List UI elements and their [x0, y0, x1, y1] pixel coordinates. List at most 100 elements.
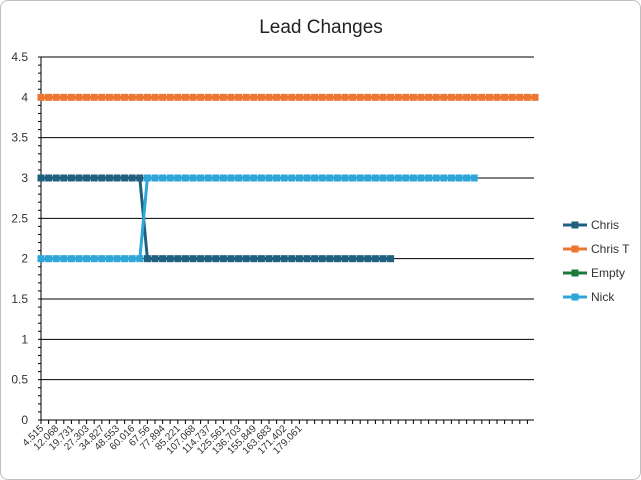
data-point	[83, 174, 91, 182]
data-point	[463, 93, 471, 101]
data-point	[121, 93, 129, 101]
data-point	[402, 174, 410, 182]
data-point	[364, 93, 372, 101]
legend-swatch-marker	[571, 221, 579, 229]
y-tick-label: 3	[21, 171, 28, 185]
data-point	[470, 93, 478, 101]
data-point	[204, 174, 212, 182]
data-point	[311, 255, 319, 263]
data-point	[204, 255, 212, 263]
data-point	[45, 174, 53, 182]
data-point	[303, 93, 311, 101]
data-point	[136, 93, 144, 101]
data-point	[318, 93, 326, 101]
data-point	[349, 255, 357, 263]
data-point	[417, 174, 425, 182]
data-point	[174, 93, 182, 101]
data-point	[257, 174, 265, 182]
data-point	[379, 255, 387, 263]
data-point	[501, 93, 509, 101]
data-point	[174, 174, 182, 182]
data-point	[166, 255, 174, 263]
data-point	[143, 174, 151, 182]
data-point	[455, 93, 463, 101]
data-point	[485, 93, 493, 101]
data-point	[425, 174, 433, 182]
data-point	[37, 255, 45, 263]
data-point	[181, 255, 189, 263]
data-point	[523, 93, 531, 101]
legend-item: Empty	[563, 266, 625, 280]
data-point	[128, 174, 136, 182]
y-tick-label: 1	[21, 332, 28, 346]
y-tick-label: 2	[21, 252, 28, 266]
data-point	[409, 174, 417, 182]
data-point	[37, 174, 45, 182]
data-point	[227, 93, 235, 101]
data-point	[311, 93, 319, 101]
data-point	[75, 174, 83, 182]
data-point	[265, 174, 273, 182]
series-line	[41, 176, 475, 261]
data-point	[371, 255, 379, 263]
data-point	[379, 93, 387, 101]
data-point	[295, 174, 303, 182]
data-point	[394, 174, 402, 182]
data-point	[280, 93, 288, 101]
legend-label: Chris	[591, 218, 619, 232]
data-point	[242, 174, 250, 182]
data-point	[341, 174, 349, 182]
data-point	[349, 174, 357, 182]
data-point	[288, 174, 296, 182]
data-point	[531, 93, 539, 101]
data-point	[136, 255, 144, 263]
data-point	[105, 255, 113, 263]
data-point	[60, 93, 68, 101]
data-point	[113, 174, 121, 182]
data-point	[273, 93, 281, 101]
data-point	[197, 255, 205, 263]
data-point	[121, 255, 129, 263]
data-point	[440, 93, 448, 101]
data-point	[83, 93, 91, 101]
data-point	[105, 93, 113, 101]
data-point	[379, 174, 387, 182]
grid-lines	[41, 56, 534, 381]
data-point	[516, 93, 524, 101]
data-point	[432, 174, 440, 182]
series-chris-t	[37, 93, 539, 101]
data-point	[166, 93, 174, 101]
data-point	[318, 174, 326, 182]
data-point	[60, 174, 68, 182]
data-point	[98, 174, 106, 182]
data-point	[470, 174, 478, 182]
data-point	[128, 255, 136, 263]
data-point	[235, 255, 243, 263]
series-chris	[37, 174, 395, 263]
data-point	[303, 174, 311, 182]
data-point	[159, 174, 167, 182]
data-point	[364, 255, 372, 263]
data-point	[67, 174, 75, 182]
data-point	[235, 174, 243, 182]
data-point	[98, 255, 106, 263]
data-point	[440, 174, 448, 182]
data-point	[493, 93, 501, 101]
data-point	[326, 255, 334, 263]
data-point	[67, 255, 75, 263]
data-point	[151, 174, 159, 182]
y-tick-label: 0	[21, 413, 28, 427]
legend-item: Chris T	[563, 242, 630, 256]
data-point	[143, 93, 151, 101]
data-point	[280, 255, 288, 263]
data-point	[212, 93, 220, 101]
data-point	[75, 93, 83, 101]
data-point	[447, 174, 455, 182]
data-point	[295, 93, 303, 101]
data-point	[387, 174, 395, 182]
data-point	[341, 93, 349, 101]
series-nick	[37, 174, 478, 263]
data-point	[371, 93, 379, 101]
data-point	[387, 93, 395, 101]
